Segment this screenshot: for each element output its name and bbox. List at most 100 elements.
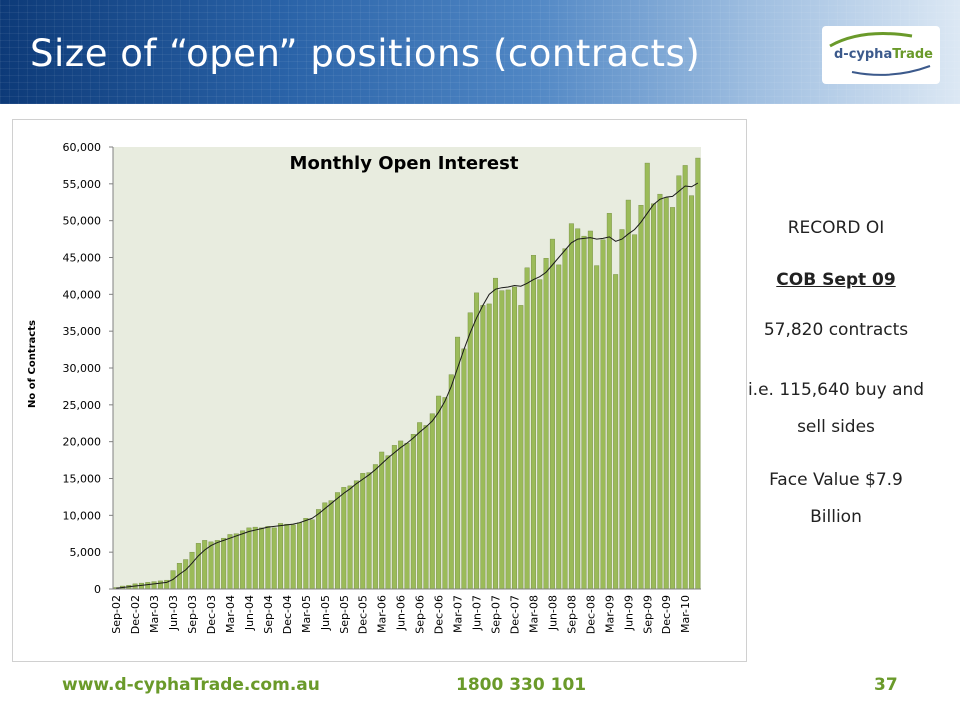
y-tick-label: 45,000 (63, 252, 102, 265)
bar-Mar-03 (151, 581, 157, 590)
bar-May-09 (619, 229, 625, 590)
x-tick-label: Dec-09 (660, 595, 673, 634)
record-oi-heading: RECORD OI (787, 218, 885, 238)
y-tick-label: 0 (94, 583, 101, 596)
footer: www.d-cyphaTrade.com.au 1800 330 101 37 (0, 675, 960, 705)
bar-Jul-04 (252, 526, 258, 590)
x-tick-label: Dec-03 (205, 595, 218, 634)
x-tick-label: Mar-10 (679, 595, 692, 633)
x-tick-label: Dec-07 (508, 595, 521, 634)
bar-Jul-05 (328, 500, 334, 590)
bar-Nov-07 (505, 289, 511, 590)
bar-Sep-03 (189, 551, 195, 590)
x-tick-label: Sep-03 (186, 595, 199, 634)
y-tick-label: 20,000 (63, 436, 102, 449)
y-tick-label: 15,000 (63, 473, 102, 486)
bar-May-04 (240, 530, 246, 590)
bar-Dec-03 (208, 541, 214, 590)
x-tick-label: Sep-04 (262, 595, 275, 634)
bar-Dec-04 (284, 523, 290, 590)
bar-Oct-07 (499, 290, 505, 590)
bar-Mar-07 (455, 336, 461, 590)
bar-Mar-04 (227, 534, 233, 590)
bar-Aug-03 (183, 559, 189, 590)
x-ticks: Sep-02 Dec-02 Mar-03 Jun-03 Sep-03 Dec-03 Mar-… (110, 595, 692, 634)
x-tick-label: Mar-07 (452, 595, 465, 633)
x-tick-label: Mar-03 (148, 595, 161, 633)
x-tick-label: Mar-09 (603, 595, 616, 633)
bar-Aug-08 (562, 248, 568, 590)
chart-title: Monthly Open Interest (290, 153, 519, 174)
bar-Jul-08 (556, 264, 562, 590)
logo-text-accent: Trade (892, 47, 933, 62)
bar-Apr-05 (309, 519, 315, 590)
bar-Jul-07 (480, 305, 486, 590)
bar-Jan-04 (214, 540, 220, 590)
bar-Aug-09 (638, 204, 644, 590)
y-tick-label: 55,000 (63, 178, 102, 191)
bar-Oct-08 (575, 228, 581, 590)
bar-Aug-07 (486, 303, 492, 590)
y-axis-label: No of Contracts (27, 320, 38, 408)
bar-Nov-09 (657, 193, 663, 590)
x-tick-label: Dec-05 (357, 595, 370, 634)
bar-Nov-06 (429, 413, 435, 590)
bar-Dec-05 (360, 473, 366, 590)
x-tick-label: Sep-05 (338, 595, 351, 634)
bar-Aug-04 (259, 527, 265, 590)
bar-Dec-09 (663, 197, 669, 590)
bar-Feb-10 (676, 175, 682, 590)
bar-Feb-08 (524, 267, 530, 590)
title-banner: Size of “open” positions (contracts) d-c… (0, 0, 960, 104)
x-tick-label: Dec-04 (281, 595, 294, 634)
banner-texture (0, 0, 960, 104)
bar-Apr-10 (689, 195, 694, 590)
x-tick-label: Sep-02 (110, 595, 123, 634)
bar-Sep-06 (417, 422, 423, 590)
company-logo: d-cyphaTrade (822, 26, 940, 84)
y-tick-label: 10,000 (63, 509, 102, 522)
y-tick-label: 35,000 (63, 325, 102, 338)
slide-title: Size of “open” positions (contracts) (30, 32, 701, 75)
x-tick-label: Jun-03 (167, 595, 180, 631)
bar-May-08 (543, 258, 549, 590)
bar-Aug-05 (334, 492, 340, 590)
x-tick-label: Mar-04 (224, 595, 237, 633)
face-value: Face Value $7.9 Billion (769, 470, 903, 527)
logo-text-main: d-cypha (834, 47, 893, 62)
bar-Mar-06 (379, 451, 385, 590)
bar-Sep-05 (341, 487, 347, 590)
bar-Jun-06 (398, 440, 404, 590)
x-tick-label: Jun-08 (546, 595, 559, 631)
bar-Sep-04 (265, 526, 271, 590)
bar-Jan-08 (518, 305, 524, 590)
bar-Jan-07 (442, 397, 448, 590)
y-tick-label: 60,000 (63, 141, 102, 154)
x-tick-label: Jun-07 (471, 595, 484, 631)
bar-Jan-05 (290, 524, 296, 590)
bar-Mar-09 (606, 213, 612, 590)
bar-Jan-06 (366, 472, 372, 590)
bar-Oct-04 (271, 527, 277, 590)
x-tick-label: Jun-05 (319, 595, 332, 631)
trend-line (116, 182, 699, 589)
x-tick-label: Dec-06 (433, 595, 446, 634)
bar-Jan-09 (594, 265, 600, 590)
bar-Jan-10 (670, 207, 676, 590)
bar-Jun-05 (322, 502, 328, 590)
y-ticks: 0 5,000 10,000 15,000 20,000 25,000 30,000 35,0… (63, 141, 113, 596)
bar-Jun-09 (625, 199, 631, 590)
bar-Dec-07 (512, 286, 517, 590)
bar-Aug-06 (410, 434, 416, 590)
bar-Oct-03 (195, 543, 201, 590)
bar-Jul-09 (632, 234, 638, 590)
bar-Nov-04 (278, 523, 284, 590)
footer-url[interactable]: www.d-cyphaTrade.com.au (62, 675, 320, 695)
x-tick-label: Sep-06 (414, 595, 427, 634)
bar-Apr-04 (233, 533, 239, 590)
bar-Mar-10 (682, 165, 688, 590)
bar-Dec-06 (436, 395, 442, 590)
x-tick-label: Sep-07 (490, 595, 503, 634)
x-tick-label: Dec-08 (584, 595, 597, 634)
y-tick-label: 30,000 (63, 362, 102, 375)
